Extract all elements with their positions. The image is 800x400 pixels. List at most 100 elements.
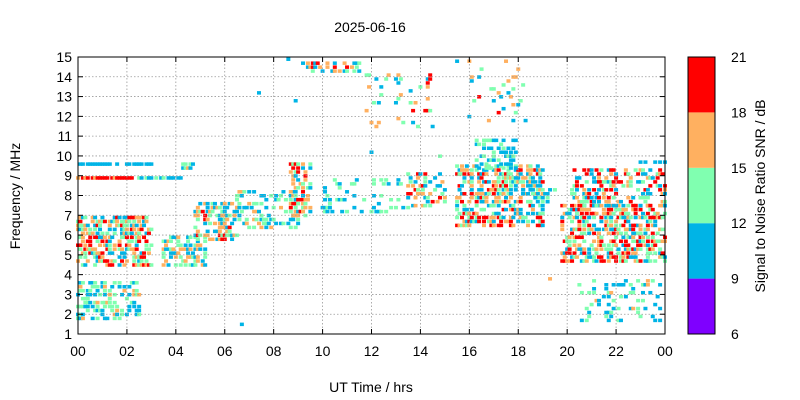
data-point bbox=[305, 194, 310, 198]
data-point bbox=[592, 259, 597, 263]
data-point bbox=[484, 164, 489, 168]
data-point bbox=[508, 180, 513, 184]
data-point bbox=[437, 172, 442, 176]
data-point bbox=[225, 213, 230, 218]
data-point bbox=[579, 184, 584, 188]
data-point bbox=[244, 205, 249, 210]
data-point bbox=[579, 290, 584, 295]
data-point bbox=[489, 215, 494, 220]
data-point bbox=[469, 219, 474, 224]
data-point bbox=[107, 243, 112, 247]
data-point bbox=[291, 194, 296, 198]
data-point bbox=[88, 300, 93, 305]
data-point bbox=[486, 146, 491, 151]
x-tick-label: 08 bbox=[266, 343, 282, 359]
data-point bbox=[78, 255, 83, 259]
data-point bbox=[640, 180, 645, 184]
data-point bbox=[142, 215, 147, 220]
data-point bbox=[606, 255, 611, 259]
data-point bbox=[609, 255, 614, 259]
data-point bbox=[606, 310, 611, 315]
data-point bbox=[107, 247, 112, 251]
data-point bbox=[195, 255, 200, 259]
data-point bbox=[587, 188, 592, 192]
data-point bbox=[486, 158, 491, 162]
data-point bbox=[577, 203, 582, 208]
data-point bbox=[129, 227, 134, 232]
data-point bbox=[323, 190, 328, 194]
data-point bbox=[85, 304, 90, 309]
data-point bbox=[93, 300, 98, 305]
data-point bbox=[604, 188, 609, 192]
data-point bbox=[599, 215, 604, 220]
data-point bbox=[178, 263, 183, 267]
data-point bbox=[640, 192, 645, 196]
data-point bbox=[291, 213, 296, 218]
data-point bbox=[469, 180, 474, 184]
data-point bbox=[570, 188, 575, 192]
data-point bbox=[256, 221, 261, 226]
data-point bbox=[98, 259, 103, 263]
x-tick-label: 16 bbox=[462, 343, 478, 359]
data-point bbox=[129, 215, 134, 220]
data-point bbox=[230, 237, 235, 242]
data-point bbox=[100, 312, 105, 317]
data-point bbox=[178, 255, 183, 259]
data-point bbox=[601, 211, 606, 216]
data-point bbox=[538, 176, 543, 180]
data-point bbox=[477, 166, 482, 170]
data-point bbox=[528, 203, 533, 208]
data-point bbox=[88, 292, 93, 297]
data-point bbox=[93, 176, 98, 180]
data-point bbox=[127, 219, 132, 224]
data-point bbox=[609, 239, 614, 244]
data-point bbox=[474, 195, 479, 200]
data-point bbox=[643, 188, 648, 192]
data-point bbox=[508, 154, 513, 158]
data-point bbox=[631, 286, 636, 291]
data-point bbox=[472, 164, 477, 168]
data-point bbox=[592, 255, 597, 259]
data-point bbox=[102, 219, 107, 224]
data-point bbox=[601, 259, 606, 263]
data-point bbox=[455, 172, 460, 176]
data-point bbox=[117, 281, 122, 285]
data-point bbox=[513, 138, 518, 143]
data-point bbox=[115, 215, 120, 220]
data-point bbox=[303, 201, 308, 206]
data-point bbox=[587, 255, 592, 259]
data-point bbox=[166, 239, 171, 244]
data-point bbox=[516, 102, 521, 107]
data-point bbox=[611, 203, 616, 208]
data-point bbox=[249, 205, 254, 210]
data-point bbox=[303, 178, 308, 182]
data-point bbox=[589, 255, 594, 259]
data-point bbox=[435, 184, 440, 188]
colorbar-band bbox=[688, 57, 715, 113]
data-point bbox=[491, 199, 496, 204]
data-point bbox=[574, 215, 579, 220]
data-point bbox=[655, 172, 660, 176]
data-point bbox=[371, 178, 376, 182]
data-point bbox=[98, 219, 103, 224]
data-point bbox=[455, 215, 460, 220]
data-point bbox=[631, 203, 636, 208]
data-point bbox=[134, 288, 139, 293]
data-point bbox=[623, 211, 628, 216]
data-point bbox=[599, 203, 604, 208]
data-point bbox=[596, 195, 601, 200]
data-point bbox=[479, 172, 484, 176]
data-point bbox=[291, 174, 296, 178]
data-point bbox=[486, 118, 491, 123]
data-point bbox=[623, 247, 628, 251]
data-point bbox=[122, 215, 127, 220]
data-point bbox=[376, 209, 381, 214]
data-point bbox=[132, 227, 137, 232]
data-point bbox=[530, 219, 535, 224]
data-point bbox=[653, 318, 658, 323]
data-point bbox=[584, 192, 589, 196]
data-point bbox=[506, 176, 511, 180]
data-point bbox=[530, 184, 535, 188]
data-point bbox=[198, 233, 203, 238]
data-point bbox=[565, 235, 570, 240]
